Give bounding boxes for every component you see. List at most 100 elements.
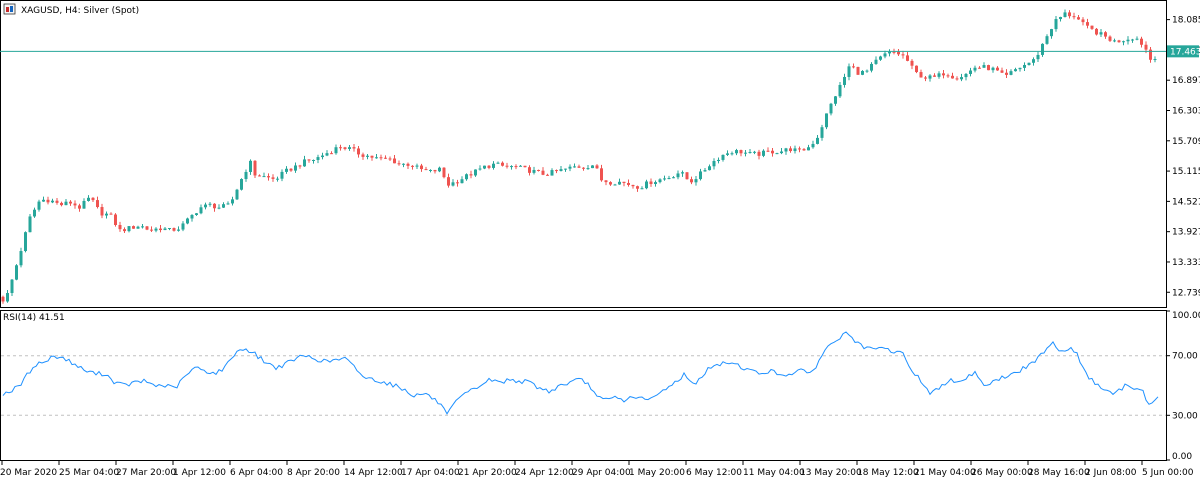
candle-body [1023,64,1026,68]
candle [609,181,612,186]
candle [235,188,239,201]
candle [1036,51,1040,62]
candle [334,144,338,155]
candle-body [816,137,819,144]
candle [825,113,828,130]
candle [73,200,77,209]
candle-body [960,77,963,80]
time-tick-label: 27 Mar 20:00 [116,468,176,478]
candle-body [609,182,612,185]
candle-body [600,168,603,181]
candle-body [307,159,311,161]
candle [667,175,671,180]
candle [442,167,446,179]
candle [762,149,765,158]
candle [807,144,810,151]
candle-body [1032,59,1035,63]
candle-body [834,96,837,104]
candle-body [1036,54,1040,60]
candle [690,176,693,185]
candle-body [388,158,392,160]
candle [793,145,797,154]
candle [1018,67,1022,72]
candle-body [690,179,693,183]
candle [595,164,599,169]
price-tick-label: 12.739 [1172,288,1200,298]
candle-body [1081,19,1085,23]
candle [784,147,788,155]
candle [672,176,675,179]
candle [739,149,743,157]
time-tick-label: 1 May 20:00 [629,468,685,478]
candle [631,184,635,189]
candle [960,73,963,82]
candle [141,223,144,229]
candle-body [906,55,909,61]
price-tick-label: 15.709 [1172,137,1200,147]
candle [1050,28,1053,39]
candle [708,164,711,171]
candle [532,166,536,175]
candle-body [1104,32,1107,37]
candle [280,169,284,182]
rsi-tick-label: 30.00 [1172,411,1198,421]
candle-body [411,165,414,167]
candle [262,172,266,178]
candle-body [1072,16,1076,18]
candle [888,49,891,57]
candle-body [582,167,585,169]
candle [942,70,945,79]
candle [1072,12,1076,20]
candle [816,135,819,145]
price-panel: XAGUSD, H4: Silver (Spot) 18.08517.49116… [0,0,1200,308]
candle-body [37,201,41,210]
candle-body [190,214,194,219]
candle [325,150,329,157]
candle [843,73,846,88]
candle-body [1153,59,1157,61]
candle-body [280,171,284,179]
candle [244,169,248,182]
candle [276,176,279,182]
candle [78,203,81,212]
candle-body [892,51,896,53]
candle [1009,69,1013,76]
candle-body [901,54,905,56]
candle-body [213,203,216,209]
candle-body [199,207,203,214]
candle [1005,69,1008,78]
candle [397,160,401,166]
candle-body [289,168,293,171]
candle-body [663,178,666,180]
candle-body [145,226,149,230]
candle-body [168,228,171,230]
candle-body [838,84,842,97]
candle-body [420,165,423,170]
candle [1099,29,1103,37]
candle-body [807,147,810,151]
candle-body [366,155,369,157]
candle-body [780,151,783,154]
candle [145,226,149,231]
candle-body [933,75,936,77]
candle-body [123,229,126,232]
candle [946,73,950,78]
candle-body [1077,17,1080,20]
candle [915,65,918,74]
candle-body [897,51,900,55]
candle [645,179,648,190]
time-tick-label: 20 Mar 2020 [0,468,57,478]
candle [528,165,531,176]
candle-body [613,184,617,186]
candle-body [19,251,23,266]
price-tick-label: 15.115 [1172,167,1200,177]
candle-body [1090,25,1094,29]
candle-body [1099,32,1103,35]
candle [613,183,617,186]
candle [1086,18,1089,29]
candle [1113,38,1116,43]
price-tick-label: 14.521 [1172,197,1200,207]
candle [69,200,72,206]
candle-body [186,218,189,224]
candle [1041,43,1044,57]
